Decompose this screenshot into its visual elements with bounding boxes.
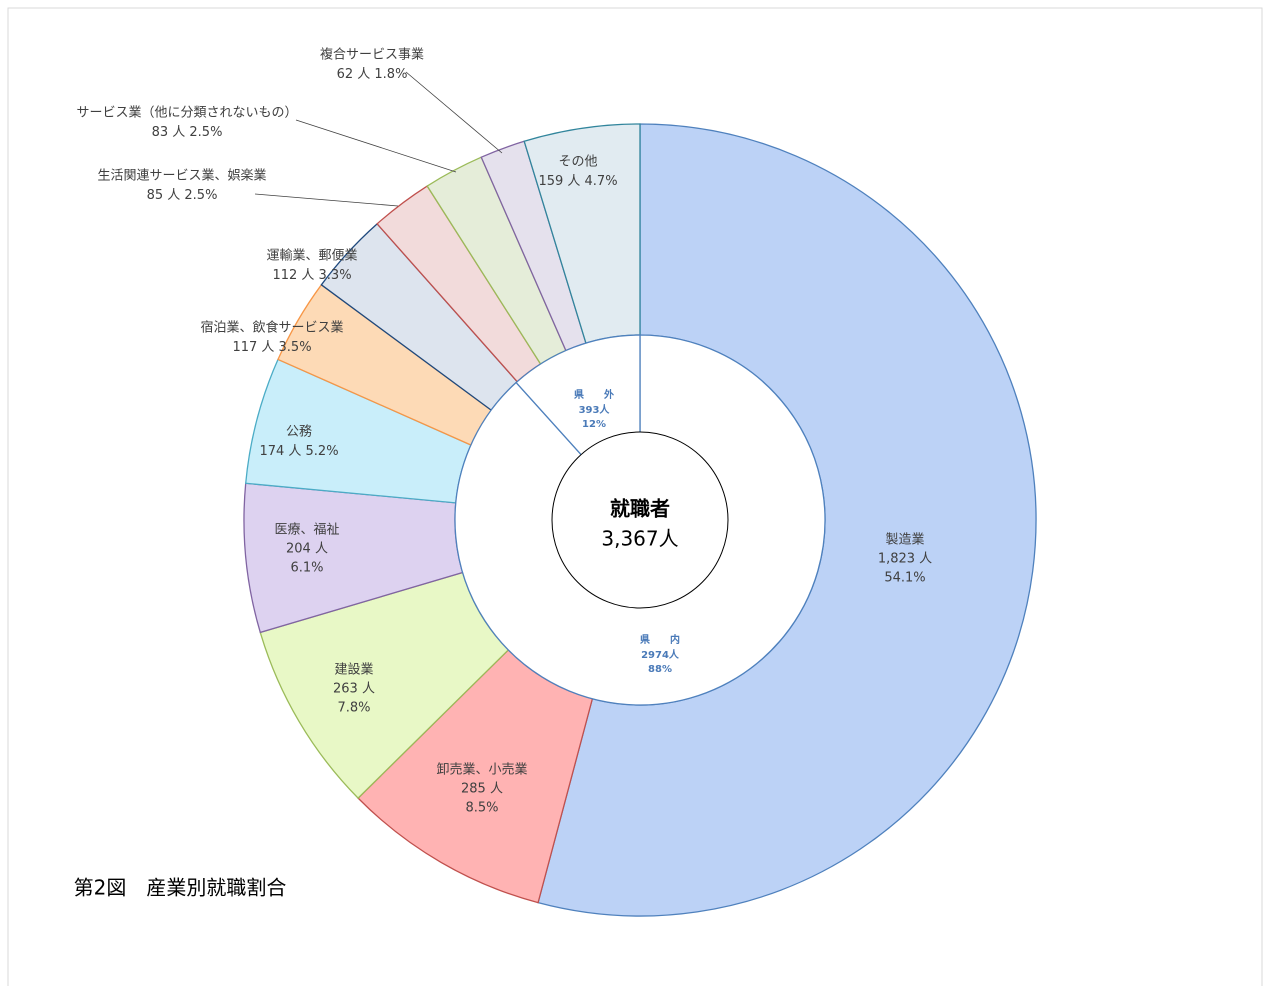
- slice-label: サービス業（他に分類されないもの）: [76, 105, 297, 121]
- chart-title: 第2図 産業別就職割合: [74, 876, 287, 900]
- slice-label: 宿泊業、飲食サービス業: [200, 320, 343, 336]
- value-label: 263 人: [333, 682, 375, 697]
- percent-label: 2.5%: [184, 188, 217, 203]
- value-percent-label: 112 人 3.3%: [272, 268, 351, 283]
- value-label: 62 人: [337, 67, 371, 82]
- leader-line: [254, 193, 399, 207]
- slice-label: その他: [558, 155, 597, 170]
- value-label: 117 人: [232, 340, 274, 355]
- value-percent-label: 117 人 3.5%: [232, 340, 311, 355]
- value-label: 83 人: [152, 125, 186, 140]
- value-label: 85 人: [147, 188, 181, 203]
- center-circle: [551, 431, 729, 609]
- value-label: 204 人: [286, 542, 328, 557]
- value-label: 174 人: [259, 444, 301, 459]
- inner-percent-label: 88%: [648, 664, 672, 675]
- center-title: 就職者: [610, 497, 670, 521]
- value-percent-label: 85 人 2.5%: [147, 188, 218, 203]
- slice-label: 医療、福祉: [274, 523, 339, 538]
- percent-label: 5.2%: [306, 444, 339, 459]
- percent-label: 6.1%: [290, 561, 323, 576]
- slice-label: 複合サービス事業: [320, 47, 424, 63]
- percent-label: 8.5%: [465, 801, 498, 816]
- center-value: 3,367人: [601, 527, 678, 551]
- slice-label: 公務: [286, 425, 312, 440]
- slice-label: 生活関連サービス業、娯楽業: [97, 168, 266, 184]
- percent-label: 54.1%: [884, 571, 925, 586]
- value-label: 1,823 人: [878, 552, 932, 567]
- percent-label: 1.8%: [374, 67, 407, 82]
- value-percent-label: 159 人 4.7%: [538, 174, 617, 189]
- percent-label: 3.5%: [279, 340, 312, 355]
- value-percent-label: 83 人 2.5%: [152, 125, 223, 140]
- percent-label: 3.3%: [319, 268, 352, 283]
- inner-value-label: 393人: [579, 403, 611, 416]
- value-percent-label: 62 人 1.8%: [337, 67, 408, 82]
- inner-percent-label: 12%: [582, 419, 606, 430]
- leader-line: [295, 119, 457, 173]
- frame: [7, 7, 1263, 990]
- value-label: 285 人: [461, 782, 503, 797]
- slice-label: 建設業: [334, 662, 373, 678]
- inner-value-label: 2974人: [641, 648, 680, 661]
- inner-label: 県 外: [574, 388, 614, 401]
- percent-label: 2.5%: [189, 125, 222, 140]
- leader-line: [405, 71, 503, 154]
- inner-label: 県 内: [640, 633, 680, 646]
- slice-label: 製造業: [885, 532, 924, 548]
- percent-label: 4.7%: [585, 174, 618, 189]
- value-label: 159 人: [538, 174, 580, 189]
- percent-label: 7.8%: [337, 701, 370, 716]
- value-percent-label: 174 人 5.2%: [259, 444, 338, 459]
- slice-label: 卸売業、小売業: [436, 762, 527, 778]
- slice-label: 運輸業、郵便業: [266, 248, 357, 264]
- value-label: 112 人: [272, 268, 314, 283]
